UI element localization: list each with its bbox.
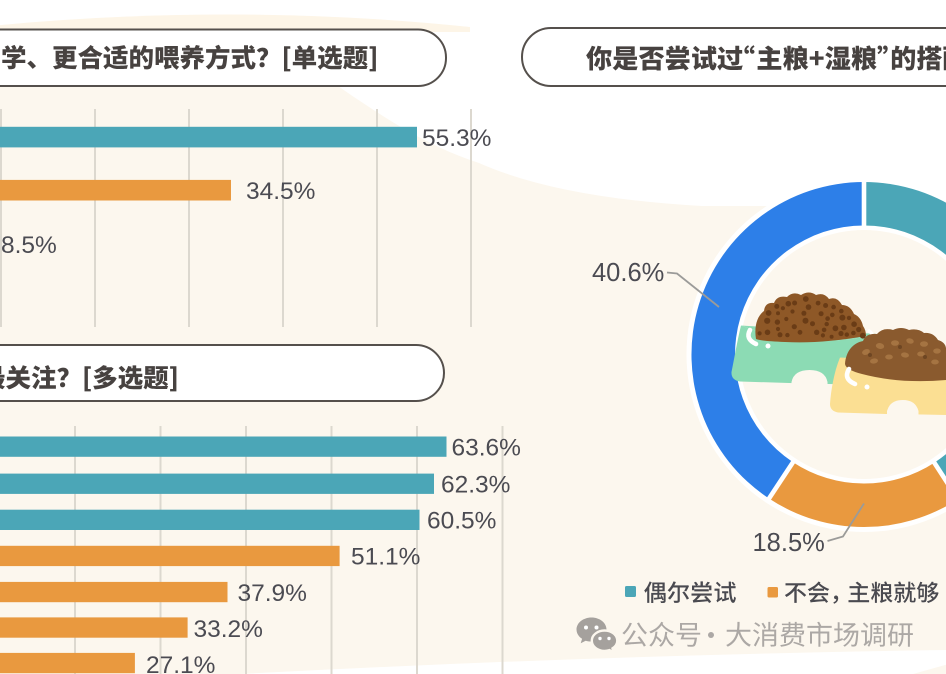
svg-text:51.1%: 51.1% <box>351 544 420 571</box>
svg-text:8.5%: 8.5% <box>1 232 57 259</box>
svg-text:63.6%: 63.6% <box>452 434 521 461</box>
svg-text:40.6%: 40.6% <box>592 259 664 287</box>
svg-text:60.5%: 60.5% <box>427 508 496 535</box>
svg-text:37.9%: 37.9% <box>238 580 307 607</box>
svg-text:62.3%: 62.3% <box>441 472 510 499</box>
svg-text:27.1%: 27.1% <box>146 652 215 674</box>
svg-text:34.5%: 34.5% <box>246 178 315 205</box>
svg-text:55.3%: 55.3% <box>422 125 491 152</box>
svg-text:18.5%: 18.5% <box>753 529 825 557</box>
svg-text:33.2%: 33.2% <box>194 616 263 643</box>
